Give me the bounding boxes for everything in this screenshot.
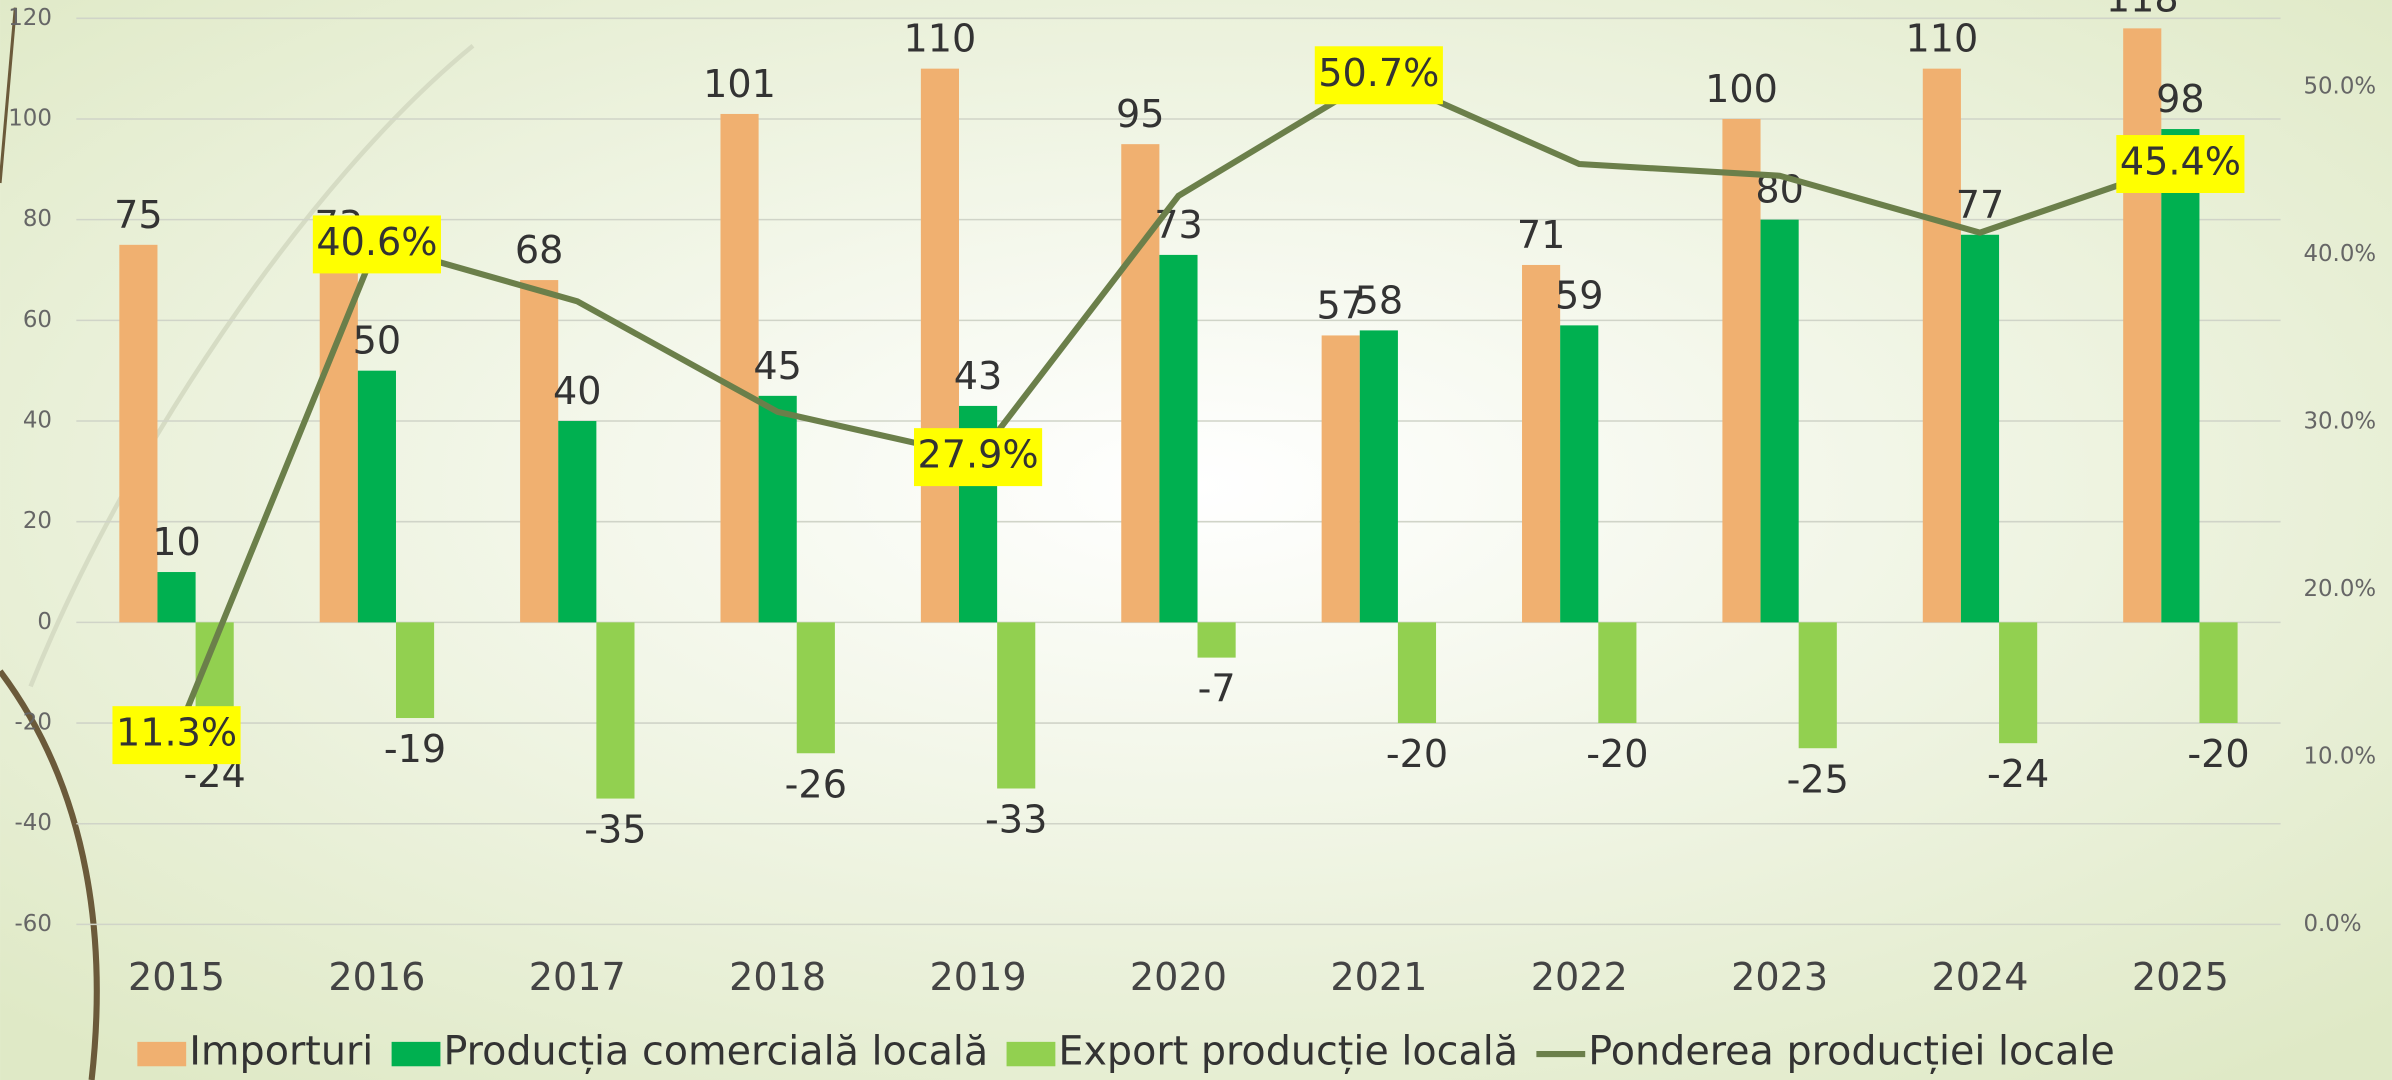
data-label: 27.9%: [918, 433, 1039, 477]
legend-label: Export producție locală: [1058, 1029, 1518, 1075]
x-tick-label: 2015: [128, 955, 225, 999]
x-tick-label: 2021: [1330, 955, 1427, 999]
bar: [1159, 255, 1197, 622]
bar: [119, 245, 157, 623]
data-label: 43: [954, 354, 1003, 398]
y-tick-label: -40: [15, 810, 52, 836]
bar: [759, 396, 797, 623]
data-label: -7: [1198, 667, 1236, 711]
bar: [1923, 69, 1961, 623]
data-label: -19: [384, 727, 446, 771]
data-label: -35: [584, 808, 646, 852]
bar: [358, 371, 396, 623]
data-label: -26: [785, 762, 847, 806]
data-label: -20: [1386, 732, 1448, 776]
bar: [520, 280, 558, 622]
page: {"chart_data":{"type":"bar-line", "categ…: [0, 0, 2392, 1080]
bar: [1598, 622, 1636, 723]
data-label: 118: [2106, 0, 2179, 20]
bar: [1398, 622, 1436, 723]
bar: [1322, 335, 1360, 622]
data-label: 10: [152, 520, 201, 564]
bar: [1999, 622, 2037, 743]
bar: [921, 69, 959, 623]
legend-swatch: [137, 1042, 186, 1066]
x-tick-label: 2022: [1531, 955, 1628, 999]
data-label: 59: [1555, 273, 1604, 317]
x-tick-label: 2024: [1931, 955, 2028, 999]
data-label: 58: [1355, 278, 1404, 322]
data-label: 11.3%: [116, 711, 237, 755]
x-tick-label: 2017: [529, 955, 626, 999]
data-label: 71: [1517, 213, 1566, 257]
bar: [1961, 235, 1999, 623]
data-label: 110: [1905, 17, 1978, 61]
y-tick-label: -20: [15, 710, 52, 736]
legend-swatch: [1007, 1042, 1056, 1066]
bar: [1522, 265, 1560, 622]
y-tick-label: 0: [37, 609, 52, 635]
bar: [2199, 622, 2237, 723]
bar: [396, 622, 434, 718]
legend-swatch: [392, 1042, 441, 1066]
y2-tick-label: 40.0%: [2303, 241, 2376, 267]
x-tick-label: 2018: [729, 955, 826, 999]
data-label: -20: [2187, 732, 2249, 776]
y2-tick-label: 50.0%: [2303, 73, 2376, 99]
x-tick-label: 2025: [2132, 955, 2229, 999]
data-label: -20: [1586, 732, 1648, 776]
data-label: 45: [753, 344, 802, 388]
data-label: 100: [1705, 67, 1778, 111]
chart: -60 -40 -20 0 20 40 60 80 100 120 0.0% 10.0% 20.0% 30…: [0, 0, 2392, 1080]
data-label: 73: [1154, 203, 1203, 247]
data-label: -33: [985, 798, 1047, 842]
y-tick-label: 100: [8, 105, 52, 131]
bar: [1799, 622, 1837, 748]
bar: [558, 421, 596, 622]
x-tick-label: 2019: [930, 955, 1027, 999]
data-label: 40.6%: [316, 220, 437, 264]
y-tick-label: -60: [15, 911, 52, 937]
data-label: -25: [1787, 757, 1849, 801]
y-tick-label: 40: [23, 408, 52, 434]
bar: [797, 622, 835, 753]
y2-tick-label: 20.0%: [2303, 576, 2376, 602]
bar: [157, 572, 195, 622]
data-label: -24: [1987, 752, 2049, 796]
data-label: 110: [904, 17, 977, 61]
data-label: 98: [2156, 77, 2205, 121]
x-tick-label: 2020: [1130, 955, 1227, 999]
y-tick-label: 20: [23, 508, 52, 534]
bar: [1360, 330, 1398, 622]
y-tick-label: 80: [23, 206, 52, 232]
bar: [1198, 622, 1236, 657]
legend-label: Producția comercială locală: [443, 1029, 988, 1075]
legend-label: Importuri: [189, 1029, 373, 1075]
y-tick-label: 60: [23, 307, 52, 333]
y2-tick-label: 10.0%: [2303, 743, 2376, 769]
data-label: 77: [1956, 183, 2005, 227]
data-label: 50.7%: [1318, 51, 1439, 95]
y-tick-label: 120: [8, 5, 52, 31]
data-label: 40: [553, 369, 602, 413]
bar: [2161, 129, 2199, 622]
y2-tick-label: 30.0%: [2303, 408, 2376, 434]
bar: [997, 622, 1035, 788]
data-label: 101: [703, 62, 776, 106]
data-label: 68: [515, 228, 564, 272]
data-label: 45.4%: [2120, 140, 2241, 184]
data-label: 50: [353, 319, 402, 363]
y2-tick-label: 0.0%: [2303, 911, 2361, 937]
bar: [1560, 325, 1598, 622]
bar: [1761, 220, 1799, 623]
data-label: 95: [1116, 92, 1165, 136]
x-tick-label: 2023: [1731, 955, 1828, 999]
legend-label: Ponderea producției locale: [1588, 1029, 2115, 1075]
bar: [596, 622, 634, 798]
x-tick-label: 2016: [328, 955, 425, 999]
data-label: 75: [114, 193, 163, 237]
